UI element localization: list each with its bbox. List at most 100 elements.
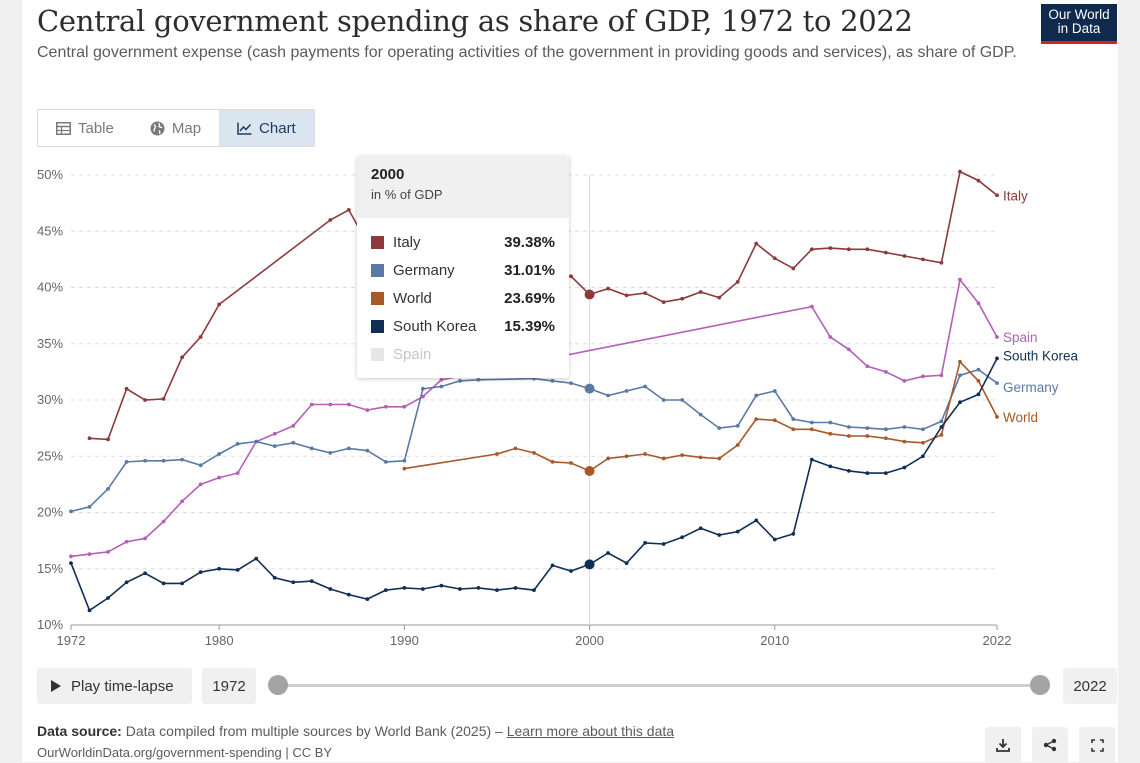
data-point [958, 169, 962, 174]
highlight-point [584, 465, 595, 476]
data-point [87, 608, 92, 613]
data-point [828, 420, 833, 425]
data-point [735, 443, 740, 447]
timeline-start-handle[interactable] [268, 675, 288, 695]
data-point [883, 250, 888, 255]
start-year-box[interactable]: 1972 [202, 668, 256, 704]
y-tick-label: 45% [37, 223, 63, 238]
data-point [902, 425, 907, 429]
data-point [883, 471, 888, 476]
tab-chart[interactable]: Chart [219, 110, 314, 146]
data-point [383, 459, 388, 464]
data-point [735, 279, 740, 284]
y-tick-label: 50% [37, 167, 63, 182]
timeline-end-handle[interactable] [1030, 675, 1050, 695]
data-point [958, 400, 962, 405]
data-point [958, 359, 962, 364]
data-point [532, 588, 536, 593]
timeline-track[interactable] [278, 684, 1040, 687]
data-point [643, 452, 648, 456]
data-point [865, 426, 870, 431]
y-tick-label: 25% [37, 448, 63, 463]
data-point [180, 457, 185, 462]
y-tick-label: 40% [37, 280, 63, 295]
data-point [124, 539, 129, 544]
end-year-box[interactable]: 2022 [1063, 668, 1117, 704]
data-point [883, 436, 888, 441]
line-chart[interactable]: 10% 15% 20% 25% 30% 35% 40% 45% 50% 1972 1980 1990 2… [22, 0, 1118, 662]
tab-table[interactable]: Table [38, 110, 132, 146]
data-point [995, 381, 999, 386]
share-button[interactable] [1032, 727, 1068, 763]
fullscreen-button[interactable] [1079, 727, 1115, 763]
data-point [161, 458, 166, 463]
data-point [198, 335, 203, 339]
data-point [921, 454, 925, 459]
data-point [550, 378, 555, 383]
source-url: OurWorldinData.org/government-spending |… [37, 745, 333, 760]
data-point [772, 418, 777, 423]
data-point [846, 434, 851, 438]
x-tick-label: 1972 [57, 633, 86, 648]
data-point [346, 446, 351, 451]
data-point [235, 441, 240, 446]
play-timelapse-button[interactable]: Play time-lapse [37, 668, 192, 704]
data-point [235, 567, 240, 572]
data-point [420, 386, 425, 391]
data-point [772, 389, 777, 393]
data-point [958, 277, 962, 282]
data-point [106, 549, 110, 554]
data-point [328, 587, 333, 591]
swatch-italy [371, 235, 384, 249]
data-point [643, 291, 648, 296]
tab-map[interactable]: Map [132, 110, 219, 146]
data-point [291, 580, 296, 585]
tooltip-year: 2000 [371, 166, 405, 183]
data-point [87, 436, 92, 441]
chart-frame: Central government spending as share of … [22, 0, 1118, 763]
tooltip-value: 23.69% [504, 289, 555, 307]
page-subtitle: Central government expense (cash payment… [37, 44, 1017, 61]
data-point [995, 193, 999, 198]
data-point [309, 446, 314, 451]
data-point [735, 529, 740, 534]
data-point [513, 446, 518, 451]
data-point [606, 456, 610, 461]
data-point [346, 592, 351, 597]
data-point [939, 432, 944, 437]
data-source: Data source: Data compiled from multiple… [37, 723, 674, 739]
data-point [402, 585, 407, 590]
download-button[interactable] [985, 727, 1021, 763]
series-label: South Korea [1003, 348, 1079, 363]
data-point [828, 431, 833, 436]
data-point [680, 453, 685, 458]
data-point [439, 583, 444, 588]
x-tick-label: 1980 [205, 633, 234, 648]
data-point [309, 579, 314, 584]
data-point [217, 302, 222, 307]
tooltip: 2000 in % of GDP Italy 39.38% Germany 31… [357, 156, 569, 378]
data-point [698, 290, 703, 294]
learn-more-link[interactable]: Learn more about this data [506, 723, 675, 739]
data-point [939, 419, 944, 424]
data-point [217, 566, 222, 571]
data-point [513, 585, 518, 590]
tooltip-header: 2000 in % of GDP [357, 156, 569, 218]
x-tick-label: 1990 [390, 633, 419, 648]
data-point [976, 367, 981, 372]
swatch-world [371, 291, 384, 305]
tooltip-row-italy: Italy 39.38% [371, 228, 555, 256]
tab-map-label: Map [171, 119, 202, 137]
data-point [439, 377, 444, 382]
page-title: Central government spending as share of … [37, 4, 913, 38]
data-point [809, 420, 814, 425]
owid-logo[interactable]: Our World in Data [1041, 4, 1117, 44]
data-point [346, 402, 351, 407]
tooltip-name: World [393, 289, 432, 307]
tooltip-name: Germany [393, 261, 455, 279]
data-point [661, 542, 666, 546]
data-point [217, 452, 222, 456]
data-point [921, 440, 925, 445]
data-point [921, 257, 925, 262]
data-point [809, 427, 814, 432]
